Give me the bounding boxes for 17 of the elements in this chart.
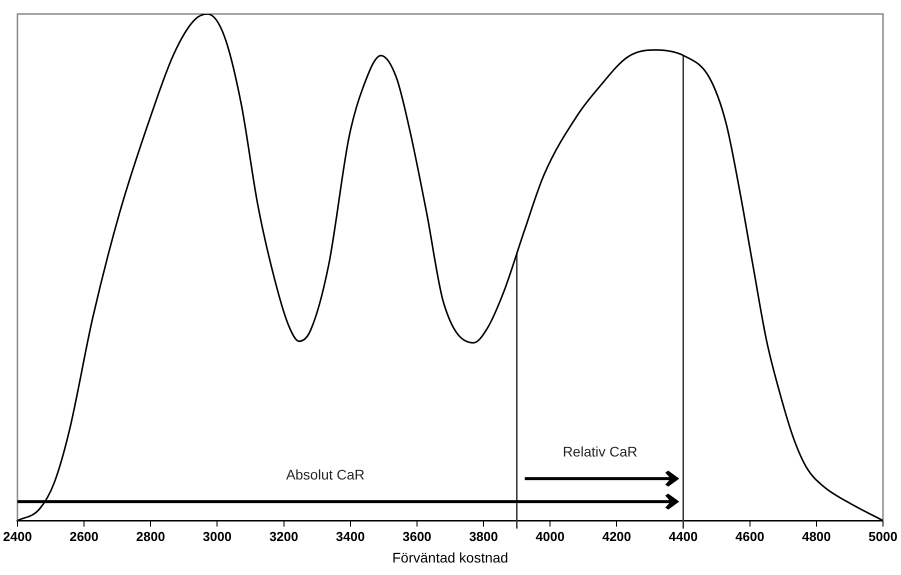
x-tick-label: 3200 [269,528,298,544]
x-tick-label: 3400 [336,528,365,544]
x-axis-title: Förväntad kostnad [392,549,508,566]
annotation: Relativ CaR [562,444,638,460]
x-tick-label: 4200 [602,528,632,544]
x-tick-label: 2400 [3,528,32,544]
x-tick-label: 2800 [136,528,166,544]
x-tick-label: 4600 [735,528,764,544]
x-tick-label: 4800 [802,528,831,544]
x-tick-label: 2600 [70,528,98,544]
x-tick-label: 3600 [402,528,432,544]
annotation: Absolut CaR [286,466,365,483]
x-tick-label: 3000 [202,528,232,544]
x-tick-label: 4400 [668,528,698,544]
x-tick-label: 5000 [868,528,898,544]
x-tick-label: 4000 [536,528,565,544]
x-tick-label: 3800 [469,528,498,544]
